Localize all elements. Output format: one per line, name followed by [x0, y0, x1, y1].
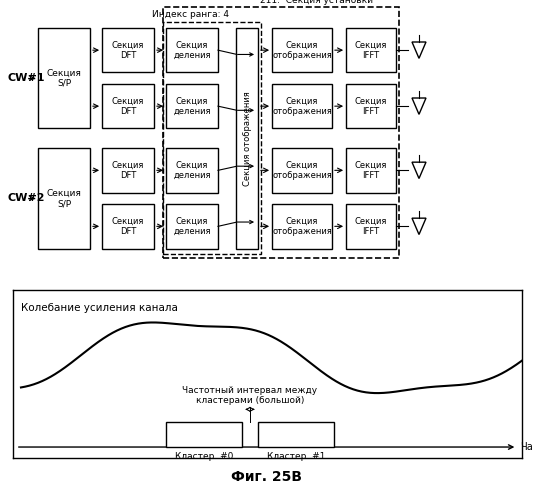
- Text: 211:  Секция установки: 211: Секция установки: [260, 0, 373, 4]
- Bar: [166, 204, 218, 248]
- Bar: [346, 28, 396, 72]
- Text: Секция
S/P: Секция S/P: [46, 188, 82, 208]
- Text: Частотный интервал между
кластерами (большой): Частотный интервал между кластерами (бол…: [182, 386, 318, 405]
- Text: Кластер  #0: Кластер #0: [175, 452, 233, 461]
- Text: CW#1: CW#1: [8, 73, 45, 83]
- Text: Секция
S/P: Секция S/P: [46, 68, 82, 88]
- Text: Секция
DFT: Секция DFT: [112, 96, 144, 116]
- Bar: [163, 7, 399, 258]
- Bar: [346, 148, 396, 192]
- Bar: [272, 204, 332, 248]
- Text: Колебание усиления канала: Колебание усиления канала: [21, 302, 178, 312]
- Text: Частота: Частота: [520, 442, 533, 452]
- Text: Секция
DFT: Секция DFT: [112, 216, 144, 236]
- Bar: [236, 28, 258, 248]
- Bar: [102, 28, 154, 72]
- Bar: [38, 28, 90, 128]
- Text: Кластер  #1: Кластер #1: [266, 452, 325, 461]
- Bar: [272, 148, 332, 192]
- Text: CW#2: CW#2: [8, 194, 45, 203]
- Bar: [257, 422, 334, 447]
- Text: Секция
деления: Секция деления: [173, 96, 211, 116]
- Text: Секция
отображения: Секция отображения: [272, 216, 332, 236]
- Bar: [346, 204, 396, 248]
- Text: Секция
деления: Секция деления: [173, 216, 211, 236]
- Bar: [163, 22, 261, 254]
- Text: Секция
IFFT: Секция IFFT: [355, 96, 387, 116]
- Text: Секция
DFT: Секция DFT: [112, 40, 144, 60]
- Bar: [102, 204, 154, 248]
- Text: Секция отображения: Секция отображения: [243, 91, 252, 186]
- Bar: [346, 84, 396, 128]
- Bar: [38, 148, 90, 248]
- Bar: [166, 148, 218, 192]
- Text: Секция
IFFT: Секция IFFT: [355, 216, 387, 236]
- Bar: [166, 84, 218, 128]
- Text: Секция
отображения: Секция отображения: [272, 96, 332, 116]
- Text: Секция
IFFT: Секция IFFT: [355, 40, 387, 60]
- Text: Секция
DFT: Секция DFT: [112, 160, 144, 180]
- Bar: [102, 148, 154, 192]
- Bar: [102, 84, 154, 128]
- Text: Секция
IFFT: Секция IFFT: [355, 160, 387, 180]
- Text: Секция
деления: Секция деления: [173, 160, 211, 180]
- Text: Секция
деления: Секция деления: [173, 40, 211, 60]
- Text: Индекс ранга: 4: Индекс ранга: 4: [152, 10, 229, 18]
- Text: Фиг. 25В: Фиг. 25В: [231, 470, 302, 484]
- Text: Секция
отображения: Секция отображения: [272, 160, 332, 180]
- Bar: [272, 84, 332, 128]
- Text: Секция
отображения: Секция отображения: [272, 40, 332, 60]
- Bar: [166, 28, 218, 72]
- Bar: [166, 422, 243, 447]
- Bar: [272, 28, 332, 72]
